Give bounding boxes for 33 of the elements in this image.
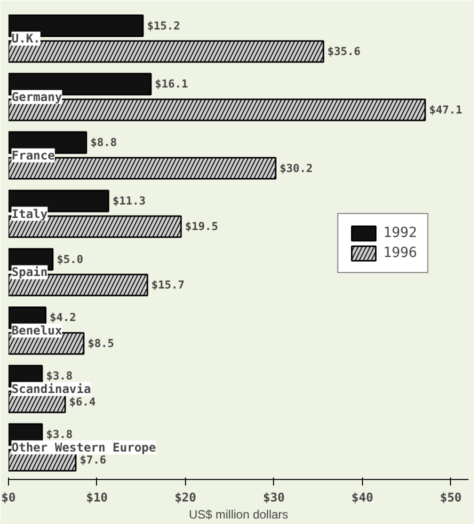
y-tick-label: France bbox=[12, 148, 55, 162]
x-tick-label: $50 bbox=[440, 490, 462, 504]
x-tick-label: $10 bbox=[86, 490, 108, 504]
x-tick-label: $20 bbox=[174, 490, 196, 504]
x-tick-label: $0 bbox=[1, 490, 16, 504]
y-tick-label: Scandinavia bbox=[12, 382, 91, 396]
y-tick-label: Spain bbox=[12, 265, 48, 280]
y-tick-label: Italy bbox=[12, 206, 48, 221]
data-label: $16.1 bbox=[154, 78, 188, 91]
data-label: $3.8 bbox=[46, 370, 73, 383]
data-label: $7.6 bbox=[80, 454, 107, 467]
data-label: $4.2 bbox=[50, 311, 76, 324]
y-tick-label: Germany bbox=[12, 90, 62, 104]
data-label: $3.8 bbox=[46, 428, 73, 442]
y-tick-label: Benelux bbox=[12, 324, 62, 338]
data-label: $19.5 bbox=[185, 220, 218, 234]
data-label: $15.7 bbox=[151, 278, 185, 292]
data-label: $30.2 bbox=[280, 162, 313, 175]
data-label: $35.6 bbox=[327, 44, 361, 58]
data-label: $8.8 bbox=[90, 136, 117, 150]
data-label: $6.4 bbox=[69, 395, 96, 408]
y-tick-label: Other Western Europe bbox=[12, 440, 156, 454]
data-label: $8.5 bbox=[88, 336, 114, 350]
legend-label: 1996 bbox=[383, 244, 417, 260]
data-label: $11.3 bbox=[112, 194, 146, 208]
y-tick-label: U.K. bbox=[12, 32, 40, 46]
data-label: $47.1 bbox=[429, 103, 463, 116]
x-axis-title: US$ million dollars bbox=[188, 508, 288, 522]
data-label: $5.0 bbox=[56, 252, 84, 266]
x-tick-label: $30 bbox=[263, 490, 285, 504]
legend-label: 1992 bbox=[383, 224, 417, 240]
x-tick-label: $40 bbox=[352, 490, 374, 504]
data-label: $15.2 bbox=[146, 19, 180, 32]
